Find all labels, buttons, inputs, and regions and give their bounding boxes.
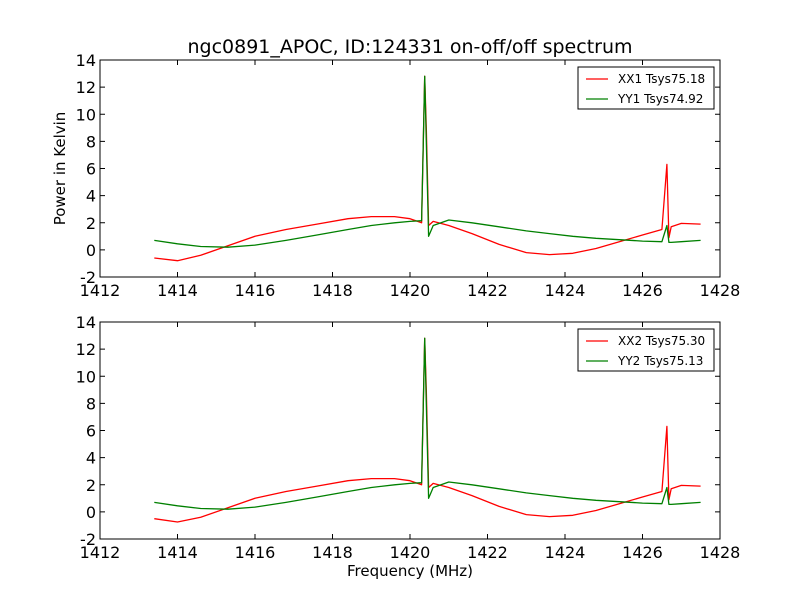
x-tick-label: 1426 [622, 543, 663, 562]
legend-box [577, 328, 715, 372]
y-tick-label: 4 [86, 187, 96, 206]
series-line-xx1 [154, 75, 701, 262]
y-tick-label: 12 [76, 78, 96, 97]
y-tick-label: -2 [80, 268, 96, 287]
legend-entry: YY2 Tsys75.13 [617, 354, 703, 368]
x-tick-label: 1418 [312, 543, 353, 562]
legend-entry: XX1 Tsys75.18 [618, 72, 705, 86]
y-tick-label: 10 [76, 105, 96, 124]
figure-title: ngc0891_APOC, ID:124331 on-off/off spect… [187, 36, 632, 58]
y-tick-label: 12 [76, 340, 96, 359]
y-tick-label: 2 [86, 214, 96, 233]
x-tick-label: 1414 [157, 281, 198, 300]
y-tick-label: 6 [86, 422, 96, 441]
y-tick-label: 8 [86, 132, 96, 151]
legend-box [577, 66, 715, 110]
y-tick-label: 0 [86, 241, 96, 260]
x-tick-label: 1414 [157, 543, 198, 562]
series-line-xx2 [154, 337, 701, 523]
y-tick-label: 4 [86, 449, 96, 468]
x-tick-label: 1424 [545, 543, 586, 562]
x-tick-label: 1422 [467, 543, 508, 562]
legend-entry: XX2 Tsys75.30 [618, 334, 705, 348]
chart-panel-1: 1412 1414 1416 1418 1420 1422 1424 1426 1428-202… [51, 51, 740, 300]
series-line-yy1 [154, 75, 701, 248]
x-tick-label: 1420 [390, 543, 431, 562]
y-tick-label: 6 [86, 160, 96, 179]
legend: XX2 Tsys75.30 YY2 Tsys75.13 [577, 328, 715, 372]
x-tick-label: 1422 [467, 281, 508, 300]
y-tick-label: 0 [86, 503, 96, 522]
x-tick-label: 1412 [80, 543, 121, 562]
y-tick-label: -2 [80, 530, 96, 549]
x-tick-label: 1428 [700, 543, 741, 562]
x-tick-label: 1416 [235, 543, 276, 562]
x-tick-label: 1412 [80, 281, 121, 300]
chart-panel-2: 1412 1414 1416 1418 1420 1422 1424 1426 1428-202… [76, 313, 741, 580]
x-tick-label: 1424 [545, 281, 586, 300]
y-tick-label: 14 [76, 51, 96, 70]
x-tick-label: 1428 [700, 281, 741, 300]
x-tick-label: 1426 [622, 281, 663, 300]
y-tick-label: 10 [76, 367, 96, 386]
series-line-yy2 [154, 337, 701, 510]
y-tick-label: 8 [86, 394, 96, 413]
x-tick-label: 1420 [390, 281, 431, 300]
legend-entry: YY1 Tsys74.92 [617, 92, 703, 106]
y-tick-label: 14 [76, 313, 96, 332]
x-tick-label: 1418 [312, 281, 353, 300]
x-tick-label: 1416 [235, 281, 276, 300]
x-axis-label: Frequency (MHz) [347, 562, 473, 580]
y-axis-label: Power in Kelvin [51, 112, 69, 226]
y-tick-label: 2 [86, 476, 96, 495]
legend: XX1 Tsys75.18 YY1 Tsys74.92 [577, 66, 715, 110]
